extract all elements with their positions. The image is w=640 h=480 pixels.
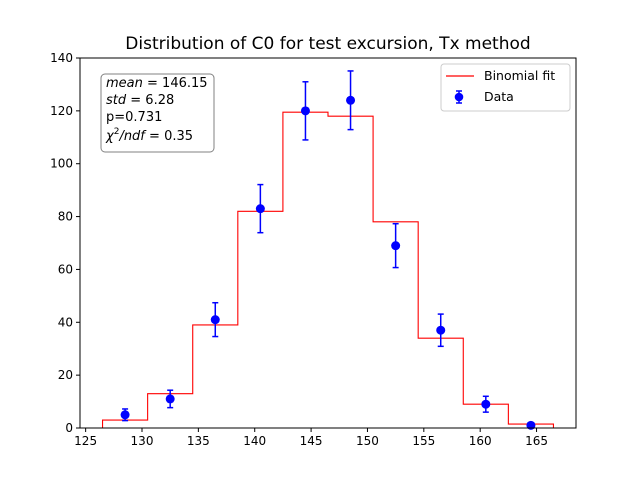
stats-mean: mean = 146.15 — [106, 76, 208, 91]
x-axis: 125 130 135 140 145 150 155 160 165 — [74, 428, 548, 448]
x-tick-label: 130 — [131, 434, 154, 448]
data-point — [210, 301, 220, 338]
x-tick-label: 160 — [469, 434, 492, 448]
data-point — [300, 81, 310, 141]
y-tick-label: 140 — [50, 51, 73, 65]
chart-title: Distribution of C0 for test excursion, T… — [125, 34, 530, 54]
stats-box: mean = 146.15 std = 6.28 p=0.731 χ2/ndf … — [100, 73, 215, 153]
y-tick-label: 40 — [58, 315, 73, 329]
plot-frame — [79, 57, 577, 429]
data-point — [165, 389, 175, 409]
y-axis: 0 20 40 60 80 100 120 140 — [50, 51, 80, 435]
data-marker — [391, 241, 401, 251]
data-marker — [255, 204, 265, 214]
y-tick-label: 120 — [50, 104, 73, 118]
data-point — [481, 395, 491, 413]
data-marker — [210, 315, 220, 325]
y-tick-label: 100 — [50, 157, 73, 171]
data-point — [120, 408, 130, 422]
x-tick-label: 135 — [187, 434, 210, 448]
data-marker — [120, 410, 130, 420]
data-marker — [481, 399, 491, 409]
data-marker — [436, 325, 446, 335]
stats-p: p=0.731 — [106, 110, 162, 125]
y-tick-label: 60 — [58, 262, 73, 276]
legend-data-label: Data — [484, 89, 514, 104]
x-tick-label: 145 — [300, 434, 323, 448]
x-tick-label: 155 — [412, 434, 435, 448]
data-point — [391, 222, 401, 269]
stats-std: std = 6.28 — [106, 93, 174, 108]
data-point — [526, 420, 536, 430]
stats-chi2ndf: χ2/ndf = 0.35 — [105, 127, 193, 144]
data-point — [346, 70, 356, 131]
legend-fit-label: Binomial fit — [484, 68, 555, 83]
data-marker — [300, 106, 310, 116]
data-marker — [346, 95, 356, 105]
x-tick-label: 140 — [243, 434, 266, 448]
y-tick-label: 20 — [58, 368, 73, 382]
x-tick-label: 125 — [74, 434, 97, 448]
data-marker — [165, 394, 175, 404]
data-marker — [526, 420, 536, 430]
x-tick-label: 150 — [356, 434, 379, 448]
data-point — [255, 183, 265, 234]
data-point — [436, 313, 446, 348]
legend: Binomial fit Data — [440, 63, 571, 112]
y-tick-label: 80 — [58, 210, 73, 224]
y-tick-label: 0 — [65, 421, 73, 435]
legend-data-swatch — [454, 90, 464, 104]
x-tick-label: 165 — [525, 434, 548, 448]
